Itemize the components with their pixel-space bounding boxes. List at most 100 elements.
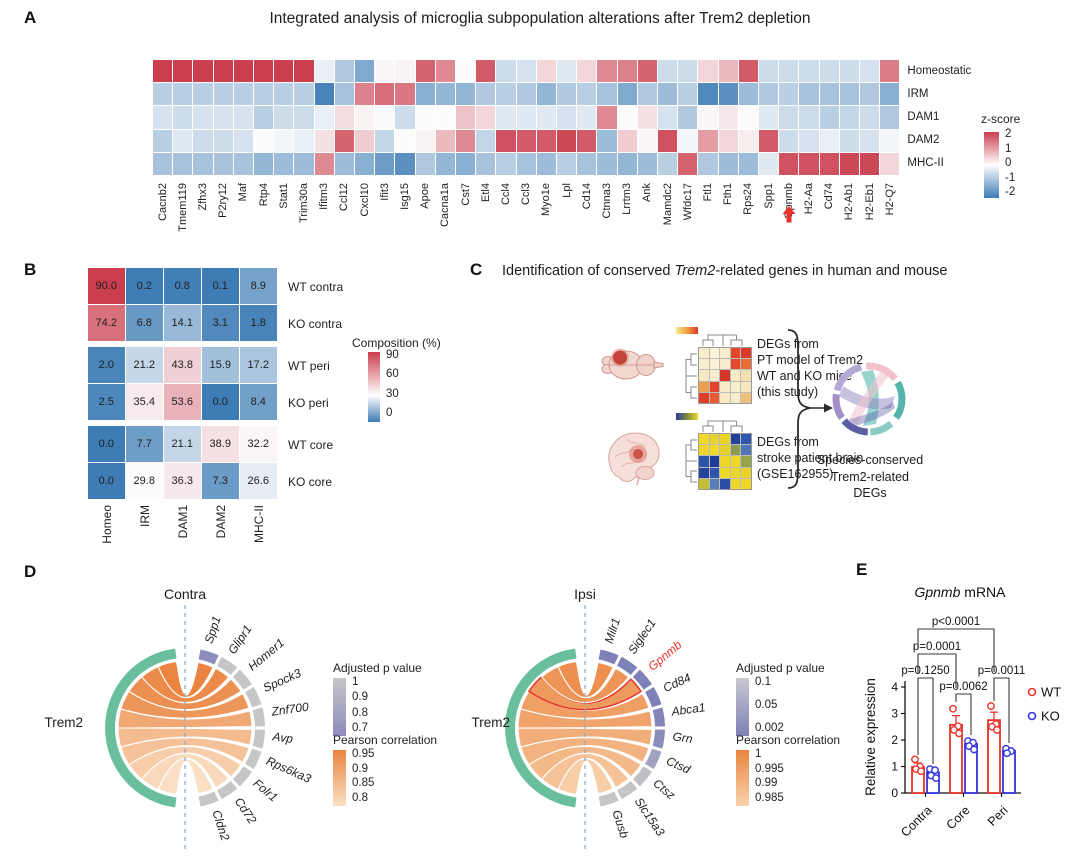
heatmap-cell [476, 60, 496, 83]
heatmap-gene-label: Cacna1a [439, 183, 452, 228]
gene-segment-gpnmb [632, 669, 652, 690]
heatmap-cell [557, 129, 577, 152]
heatmap-cell [718, 152, 738, 176]
heatmap-cell [193, 106, 213, 129]
heatmap-cell [496, 83, 516, 106]
heatmap-cell [395, 152, 415, 176]
heatmap-cell [597, 152, 617, 176]
human-heatmap-dendrogram-top [702, 420, 743, 432]
heatmap-cell [476, 152, 496, 176]
gene-segment-cd72 [217, 780, 238, 800]
heatmap-cell: 26.6 [240, 463, 277, 499]
heatmap-cell [274, 106, 294, 129]
mini-heatmap-cell [709, 392, 720, 403]
heatmap-cell: 21.2 [126, 347, 163, 383]
heatmap-cell [658, 129, 678, 152]
annotation-line: stroke patient brain [757, 451, 864, 465]
heatmap-cell [597, 129, 617, 152]
panel-b-label: B [24, 260, 37, 279]
gene-label-ctsz: Ctsz [650, 776, 677, 802]
heatmap-cell [557, 60, 577, 83]
heatmap-cell [213, 106, 233, 129]
heatmap-cell [435, 60, 456, 83]
heatmap-gene-label: Myo1e [540, 183, 553, 217]
conserved-degs-chord-icon [832, 362, 906, 436]
heatmap-cell [536, 152, 557, 176]
chord-ribbon-cd72 [140, 753, 230, 791]
contra-pearson-colorbar [333, 750, 346, 806]
contra-pvalue-colorbar [333, 678, 346, 736]
y-tick-label: 4 [891, 680, 898, 694]
heatmap-cell [415, 106, 435, 129]
heatmap-row-label: WT peri [288, 358, 330, 373]
legend-tick: 0.9 [352, 691, 368, 704]
human-deg-text: DEGs from stroke patient brain (GSE162955) [757, 434, 863, 482]
heatmap-cell [435, 83, 456, 106]
mini-heatmap-cell [720, 445, 730, 456]
heatmap-gene-label: Cst7 [459, 183, 472, 206]
gene-label-siglec1: Siglec1 [625, 616, 659, 656]
heatmap-cell [819, 60, 839, 83]
legend-tick: 0.8 [352, 791, 368, 804]
heatmap-gene-label: Isg15 [399, 183, 411, 210]
heatmap-cell [779, 129, 799, 152]
y-tick-label: 1 [891, 760, 898, 774]
heatmap-cell [476, 129, 496, 152]
heatmap-cell [496, 129, 516, 152]
heatmap-cell [860, 83, 880, 106]
gpnmb-arrow-icon [782, 206, 796, 228]
heatmap-cell [577, 106, 597, 129]
heatmap-cell [294, 83, 314, 106]
data-point [949, 704, 957, 713]
heatmap-cell [779, 152, 799, 176]
mini-heatmap-cell [709, 370, 720, 381]
data-point [955, 729, 963, 738]
arrow-right-icon [824, 403, 833, 413]
heatmap-cell [860, 106, 880, 129]
heatmap-cell: 0.0 [88, 426, 125, 462]
heatmap-cell [516, 83, 536, 106]
heatmap-cell [375, 106, 395, 129]
heatmap-cell [536, 60, 557, 83]
heatmap-cell: 53.6 [164, 384, 201, 420]
heatmap-cell [476, 106, 496, 129]
panel-e-label: E [856, 560, 868, 579]
mini-heatmap-cell [730, 370, 741, 381]
gene-label-glipr1: Glipr1 [225, 622, 255, 656]
legend-tick: 0.05 [755, 699, 778, 711]
mini-heatmap-cell [730, 478, 741, 489]
gpnmb-mrna-bar-chart: 0 1 2 3 4 Relative expression Gpnmb mRNA p=0.12… [863, 584, 1061, 840]
mini-heatmap-cell [699, 478, 709, 489]
mini-heatmap-cell [720, 434, 730, 445]
heatmap-cell [254, 106, 274, 129]
gene-label-slc15a3: Slc15a3 [632, 795, 668, 839]
chord-ribbon-spp1 [157, 660, 214, 698]
heatmap-col-label: Homeo [100, 505, 114, 544]
heatmap-cell [395, 129, 415, 152]
composition-colorbar [368, 352, 380, 422]
brace-icon [787, 329, 833, 489]
heatmap-cell [153, 60, 173, 83]
heatmap-gene-label: Mamdc2 [661, 183, 674, 226]
gene-segment-grn [652, 729, 665, 749]
heatmap-row-label: KO peri [288, 395, 329, 410]
human-deg-heatmap [698, 433, 752, 490]
heatmap-gene-label: Ccl12 [338, 183, 351, 212]
legend-tick: 2 [1005, 128, 1012, 140]
heatmap-cell [274, 83, 294, 106]
heatmap-cell [516, 152, 536, 176]
heatmap-cell [597, 83, 617, 106]
mini-heatmap-cell [741, 478, 751, 489]
heatmap-cell [718, 83, 738, 106]
heatmap-cell [213, 129, 233, 152]
heatmap-cell [334, 60, 355, 83]
heatmap-row-label: KO contra [288, 316, 343, 331]
legend-tick: -2 [1005, 186, 1016, 198]
heatmap-cell [718, 60, 738, 83]
heatmap-cell [173, 152, 193, 176]
gene-label-avp: Avp [271, 729, 295, 746]
mini-heatmap-cell [709, 434, 720, 445]
heatmap-cell [880, 152, 900, 176]
mini-heatmap-cell [741, 445, 751, 456]
chord-ribbon-ctsz [528, 745, 642, 780]
